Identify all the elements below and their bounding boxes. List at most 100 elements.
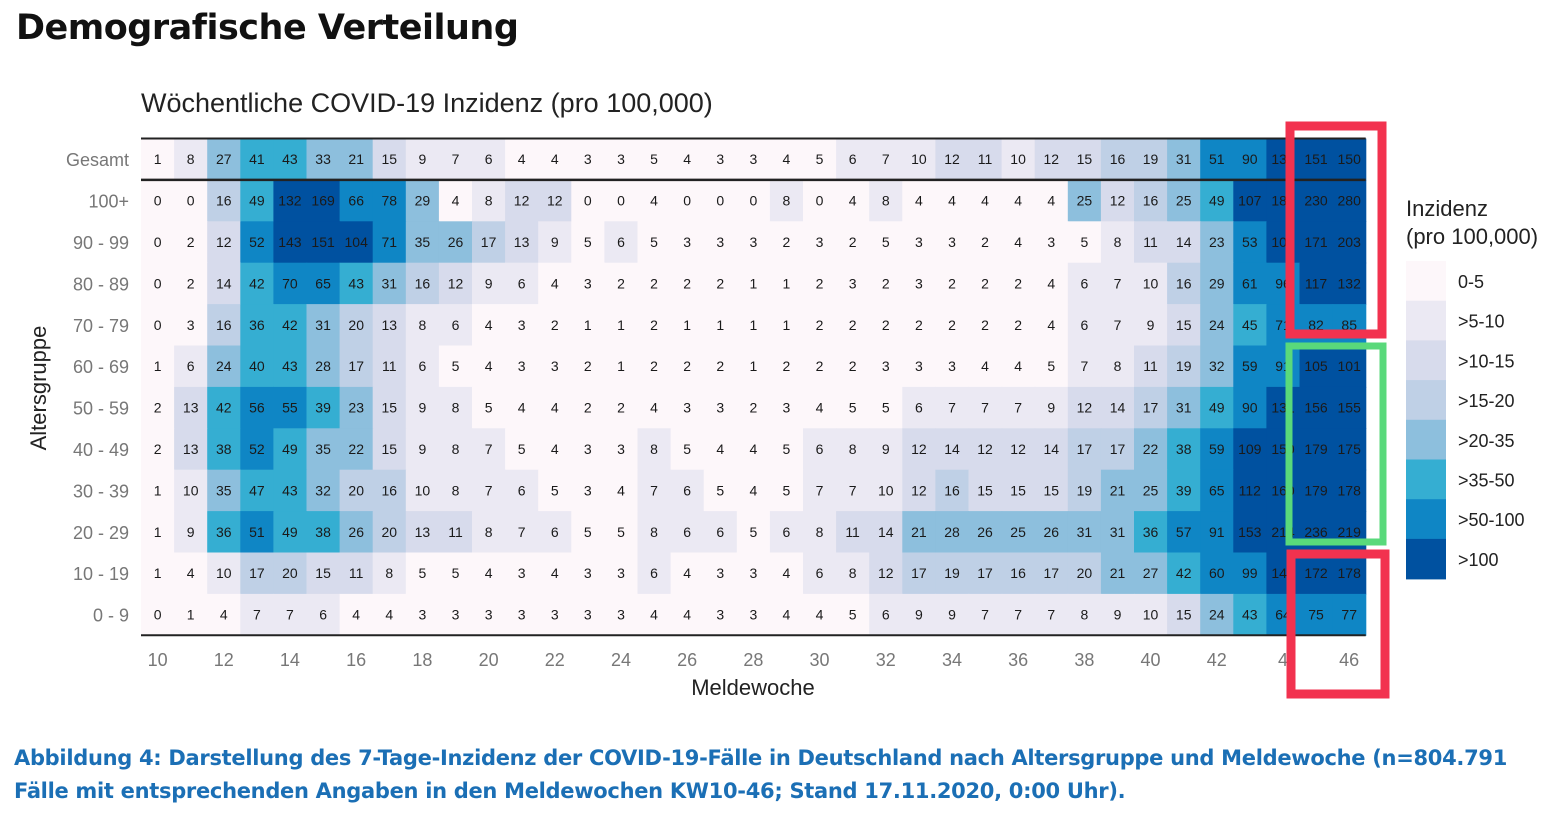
heatmap-cell xyxy=(405,138,440,181)
cell-label: 19 xyxy=(944,565,960,581)
cell-label: 8 xyxy=(485,193,493,209)
cell-label: 2 xyxy=(683,275,691,291)
heatmap-cell xyxy=(1001,262,1036,305)
cell-label: 3 xyxy=(518,358,526,374)
cell-label: 28 xyxy=(944,524,960,540)
heatmap-cell xyxy=(273,511,308,554)
cell-label: 78 xyxy=(382,193,398,209)
heatmap-cell xyxy=(935,469,970,512)
heatmap-cell xyxy=(836,386,870,429)
heatmap-cell xyxy=(273,262,308,305)
heatmap-cell xyxy=(703,428,738,471)
heatmap-cell xyxy=(405,511,440,554)
cell-label: 2 xyxy=(716,358,724,374)
heatmap-cell xyxy=(670,138,705,181)
cell-label: 16 xyxy=(944,482,960,498)
heatmap-cell xyxy=(803,469,837,512)
heatmap-cell xyxy=(1299,386,1334,429)
cell-label: 7 xyxy=(485,441,493,457)
heatmap-cell xyxy=(1034,593,1069,636)
cell-label: 2 xyxy=(551,317,559,333)
cell-label: 7 xyxy=(452,151,460,167)
heatmap-cell xyxy=(174,345,208,388)
heatmap-cell xyxy=(703,138,738,181)
heatmap-cell xyxy=(505,386,539,429)
cell-label: 5 xyxy=(882,234,890,250)
heatmap-cell xyxy=(438,221,473,264)
cell-label: 9 xyxy=(1147,317,1155,333)
heatmap-cell xyxy=(141,511,175,554)
heatmap-cell xyxy=(472,345,506,388)
cell-label: 4 xyxy=(683,565,691,581)
cell-label: 3 xyxy=(750,565,758,581)
cell-label: 8 xyxy=(1114,234,1122,250)
heatmap-cell xyxy=(604,469,639,512)
cell-label: 12 xyxy=(977,441,993,457)
cell-label: 43 xyxy=(282,482,298,498)
cell-label: 38 xyxy=(315,524,331,540)
cell-label: 70 xyxy=(282,275,298,291)
heatmap-cell xyxy=(604,179,639,222)
heatmap-cell xyxy=(339,304,374,347)
heatmap-cell xyxy=(472,552,506,595)
heatmap-cell xyxy=(1100,428,1135,471)
page-title: Demografische Verteilung xyxy=(16,8,519,48)
cell-label: 17 xyxy=(1143,400,1159,416)
heatmap-cell xyxy=(637,469,672,512)
cell-label: 4 xyxy=(617,482,625,498)
heatmap-cell xyxy=(141,345,175,388)
cell-label: 4 xyxy=(750,482,758,498)
heatmap-cell xyxy=(306,138,341,181)
legend-swatch xyxy=(1406,538,1446,580)
heatmap-cell xyxy=(935,179,970,222)
cell-label: 4 xyxy=(650,193,658,209)
row-label: 100+ xyxy=(88,192,129,212)
legend-label: >50-100 xyxy=(1458,510,1525,530)
heatmap-cell xyxy=(836,138,870,181)
heatmap-cell xyxy=(1034,345,1069,388)
heatmap-cell xyxy=(604,345,639,388)
y-axis-title: Altersgruppe xyxy=(26,326,51,451)
cell-label: 172 xyxy=(1304,565,1328,581)
heatmap-cell xyxy=(1034,179,1069,222)
cell-label: 1 xyxy=(584,317,592,333)
cell-label: 11 xyxy=(1143,234,1158,250)
heatmap-cell xyxy=(174,428,208,471)
heatmap-cell xyxy=(1167,304,1201,347)
cell-label: 0 xyxy=(617,193,625,209)
heatmap-cell xyxy=(1167,469,1201,512)
x-tick-label: 42 xyxy=(1207,650,1227,670)
heatmap-cell xyxy=(1233,179,1267,222)
cell-label: 4 xyxy=(485,358,493,374)
cell-label: 6 xyxy=(419,358,427,374)
cell-label: 4 xyxy=(385,607,393,623)
legend-label: >100 xyxy=(1458,550,1499,570)
heatmap-cell xyxy=(472,304,506,347)
heatmap-cell xyxy=(1034,511,1069,554)
cell-label: 39 xyxy=(1176,482,1192,498)
heatmap-cell xyxy=(1332,304,1367,347)
cell-label: 29 xyxy=(1209,275,1225,291)
cell-label: 59 xyxy=(1209,441,1225,457)
cell-label: 20 xyxy=(348,482,364,498)
heatmap-cell xyxy=(372,386,407,429)
cell-label: 2 xyxy=(849,317,857,333)
heatmap-cell xyxy=(1134,469,1168,512)
heatmap-cell xyxy=(472,386,506,429)
cell-label: 155 xyxy=(1338,400,1362,416)
cell-label: 1 xyxy=(154,151,162,167)
cell-label: 27 xyxy=(216,151,232,167)
cell-label: 66 xyxy=(348,193,364,209)
cell-label: 21 xyxy=(1110,482,1126,498)
cell-label: 3 xyxy=(551,607,559,623)
heatmap-cell xyxy=(405,221,440,264)
x-tick-label: 36 xyxy=(1008,650,1028,670)
heatmap-cell xyxy=(141,552,175,595)
cell-label: 90 xyxy=(1242,151,1258,167)
cell-label: 5 xyxy=(750,524,758,540)
cell-label: 2 xyxy=(783,234,791,250)
heatmap-cell xyxy=(273,593,308,636)
heatmap-cell xyxy=(240,221,274,264)
cell-label: 11 xyxy=(845,524,860,540)
cell-label: 2 xyxy=(750,400,758,416)
